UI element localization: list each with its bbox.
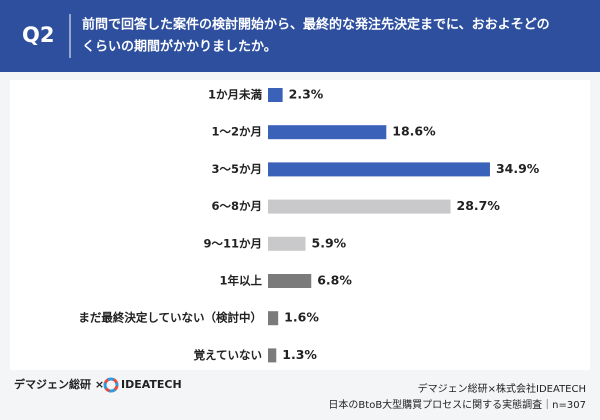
question-line: 前問で回答した案件の検討開始から、最終的な発注先決定までに、おおよそどの: [82, 17, 550, 33]
footer-brand: デマジェン総研 ×: [14, 377, 104, 391]
value-label: 1.3%: [282, 347, 317, 362]
category-label: 6〜8か月: [211, 199, 262, 213]
footer-source: 日本のBtoB大型購買プロセスに関する実態調査｜n=307: [328, 398, 586, 411]
bar: [268, 125, 387, 140]
footer-logo: IDEATECH: [121, 378, 182, 391]
value-label: 5.9%: [312, 235, 347, 250]
bar: [268, 199, 451, 214]
question-line: くらいの期間がかかりましたか。: [82, 39, 277, 55]
logo-icon: [103, 377, 119, 393]
chart-panel: [10, 80, 590, 370]
header-band: [0, 0, 600, 72]
value-label: 1.6%: [284, 310, 319, 325]
category-label: まだ最終決定していない（検討中）: [78, 311, 262, 325]
value-label: 6.8%: [317, 273, 352, 288]
category-label: 覚えていない: [194, 348, 262, 362]
bar: [268, 236, 306, 251]
category-label: 3〜5か月: [211, 162, 262, 176]
question-badge: Q2: [22, 23, 54, 47]
bar: [268, 88, 283, 102]
value-label: 18.6%: [392, 124, 436, 139]
bar: [268, 162, 490, 177]
bar: [268, 311, 279, 326]
bar: [268, 348, 277, 363]
category-label: 1か月未満: [208, 88, 263, 102]
category-label: 9〜11か月: [203, 236, 262, 250]
value-label: 28.7%: [457, 198, 501, 213]
category-label: 1年以上: [219, 274, 262, 288]
footer-source: デマジェン総研×株式会社IDEATECH: [418, 382, 586, 395]
value-label: 34.9%: [496, 161, 540, 176]
bar: [268, 274, 312, 288]
value-label: 2.3%: [289, 87, 324, 102]
category-label: 1〜2か月: [211, 125, 262, 139]
